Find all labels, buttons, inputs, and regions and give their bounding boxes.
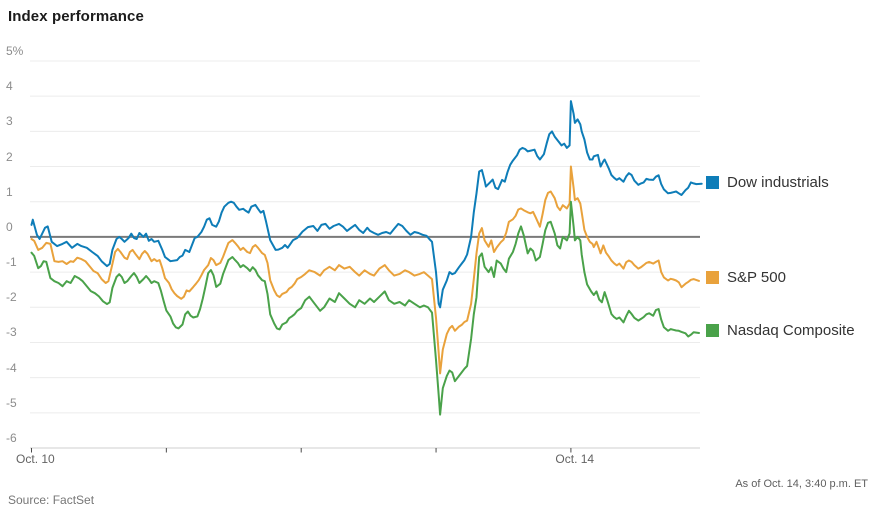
y-axis-label: 4 bbox=[6, 79, 13, 94]
legend-item-nasdaq: Nasdaq Composite bbox=[706, 322, 855, 339]
legend-item-dow-industrials: Dow industrials bbox=[706, 174, 829, 191]
legend-swatch-sp500-icon bbox=[706, 271, 719, 284]
legend-swatch-nasdaq-icon bbox=[706, 324, 719, 337]
series-line-dow-industrials bbox=[30, 100, 703, 309]
y-axis-label: -6 bbox=[6, 431, 17, 445]
y-axis-label: 5% bbox=[6, 44, 24, 58]
y-axis-label: 3 bbox=[6, 114, 13, 129]
y-axis-label: 2 bbox=[6, 149, 13, 164]
y-axis-label: -3 bbox=[6, 325, 17, 340]
y-axis-label: -4 bbox=[6, 360, 17, 375]
legend-swatch-dow-icon bbox=[706, 176, 719, 189]
y-axis-label: -1 bbox=[6, 255, 17, 270]
y-axis-label: -2 bbox=[6, 290, 17, 305]
x-axis-label-oct-10: Oct. 10 bbox=[16, 452, 55, 466]
source-note: Source: FactSet bbox=[8, 493, 95, 507]
series-line-s-p-500 bbox=[30, 165, 700, 375]
legend-label-sp500: S&P 500 bbox=[727, 269, 786, 286]
legend-label-nasdaq: Nasdaq Composite bbox=[727, 322, 855, 339]
x-axis-label-oct-14: Oct. 14 bbox=[555, 452, 595, 466]
y-axis-label: -5 bbox=[6, 395, 17, 410]
as-of-note: As of Oct. 14, 3:40 p.m. ET bbox=[735, 478, 868, 490]
series-line-nasdaq-composite bbox=[30, 200, 700, 416]
y-axis-label: 1 bbox=[6, 184, 13, 199]
page-title: Index performance bbox=[8, 8, 144, 25]
legend-item-sp500: S&P 500 bbox=[706, 269, 786, 286]
chart-legend: Dow industrials S&P 500 Nasdaq Composite bbox=[706, 0, 876, 519]
legend-label-dow: Dow industrials bbox=[727, 174, 829, 191]
y-axis-label: 0 bbox=[6, 219, 13, 234]
